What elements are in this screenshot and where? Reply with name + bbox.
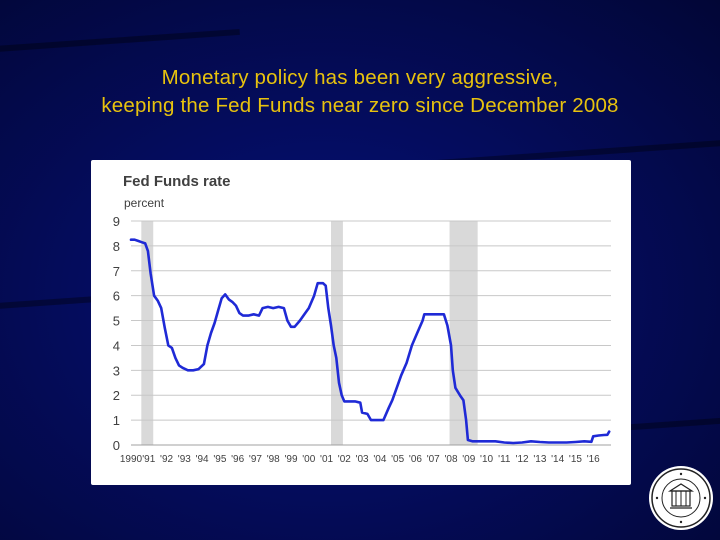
y-tick-label: 2 bbox=[113, 388, 120, 403]
x-tick-label: '99 bbox=[284, 454, 297, 465]
x-tick-label: '01 bbox=[320, 454, 333, 465]
x-tick-label: '92 bbox=[160, 454, 173, 465]
y-tick-label: 3 bbox=[113, 363, 120, 378]
recession-band bbox=[141, 221, 154, 445]
x-tick-label: '07 bbox=[427, 454, 440, 465]
x-tick-label: '93 bbox=[178, 454, 191, 465]
y-tick-label: 6 bbox=[113, 289, 120, 304]
x-tick-label: '13 bbox=[533, 454, 546, 465]
slide-title-line-1: Monetary policy has been very aggressive… bbox=[161, 66, 559, 89]
slide-title-line-2: keeping the Fed Funds near zero since De… bbox=[101, 94, 619, 117]
x-tick-label: '12 bbox=[516, 454, 529, 465]
x-tick-label: '02 bbox=[338, 454, 351, 465]
x-tick-label: '00 bbox=[302, 454, 315, 465]
x-tick-label: '08 bbox=[444, 454, 457, 465]
x-tick-label: '05 bbox=[391, 454, 404, 465]
x-tick-label: '09 bbox=[462, 454, 475, 465]
x-tick-label: '91 bbox=[142, 454, 155, 465]
x-tick-label: '97 bbox=[249, 454, 262, 465]
x-tick-label: '10 bbox=[480, 454, 493, 465]
x-tick-label: '04 bbox=[373, 454, 386, 465]
recession-band bbox=[331, 221, 343, 445]
x-tick-label: '11 bbox=[498, 454, 511, 465]
background-streak bbox=[0, 28, 240, 54]
background-streak bbox=[629, 415, 720, 431]
federal-reserve-seal bbox=[649, 466, 713, 530]
x-tick-label: '15 bbox=[569, 454, 582, 465]
x-tick-label: '94 bbox=[196, 454, 209, 465]
x-tick-label: '03 bbox=[356, 454, 369, 465]
slide-title: Monetary policy has been very aggressive… bbox=[0, 64, 720, 120]
y-tick-label: 0 bbox=[113, 438, 120, 453]
x-tick-label: '14 bbox=[551, 454, 564, 465]
y-tick-label: 5 bbox=[113, 314, 120, 329]
x-tick-label: '95 bbox=[213, 454, 226, 465]
x-tick-label: '06 bbox=[409, 454, 422, 465]
y-tick-label: 9 bbox=[113, 214, 120, 229]
y-axis-label: percent bbox=[124, 196, 165, 210]
fed-funds-series-line bbox=[129, 238, 611, 445]
y-tick-label: 7 bbox=[113, 264, 120, 279]
x-tick-label: '98 bbox=[267, 454, 280, 465]
chart-title: Fed Funds rate bbox=[123, 173, 231, 190]
x-tick-label: '16 bbox=[587, 454, 600, 465]
y-tick-label: 1 bbox=[113, 413, 120, 428]
y-tick-label: 8 bbox=[113, 239, 120, 254]
x-tick-label: 1990 bbox=[120, 454, 143, 465]
y-tick-label: 4 bbox=[113, 338, 120, 353]
x-tick-label: '96 bbox=[231, 454, 244, 465]
